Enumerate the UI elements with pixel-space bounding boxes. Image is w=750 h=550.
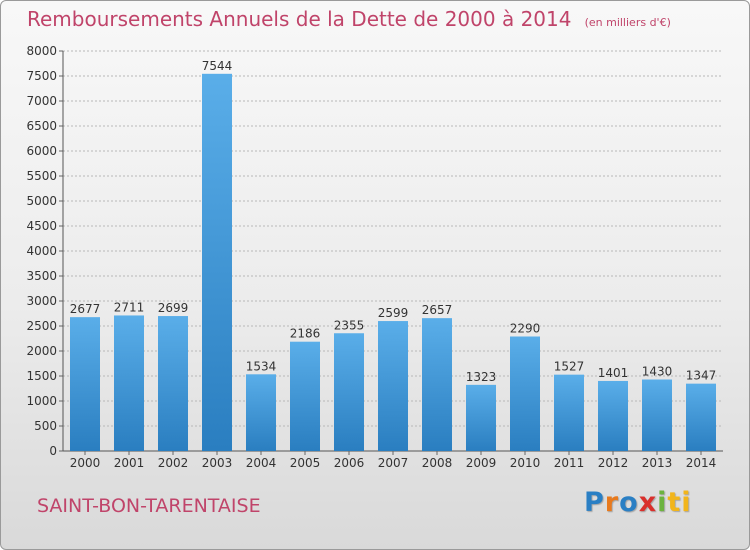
y-tick-label: 0 [49, 444, 57, 458]
bar [158, 316, 188, 451]
y-tick-label: 1500 [26, 369, 57, 383]
x-tick-label: 2012 [598, 456, 629, 470]
x-tick-label: 2001 [114, 456, 145, 470]
bar-value-label: 1430 [642, 365, 673, 379]
bar [202, 73, 232, 452]
y-tick-label: 4500 [26, 219, 57, 233]
bar [642, 379, 672, 451]
y-tick-label: 5000 [26, 194, 57, 208]
bar-value-label: 2290 [510, 322, 541, 336]
y-tick-label: 7500 [26, 69, 57, 83]
y-tick-label: 5500 [26, 169, 57, 183]
y-tick-label: 500 [34, 419, 57, 433]
x-tick-label: 2005 [290, 456, 321, 470]
bar [246, 374, 276, 451]
x-tick-label: 2009 [466, 456, 497, 470]
bar [554, 374, 584, 451]
bar-value-label: 1401 [598, 366, 629, 380]
commune-name: SAINT-BON-TARENTAISE [37, 495, 261, 517]
proxiti-logo: Proxiti [584, 487, 692, 518]
y-tick-label: 6500 [26, 119, 57, 133]
logo-letter: r [604, 487, 620, 518]
logo-letter: ti [667, 487, 692, 518]
bar [334, 333, 364, 451]
y-tick-label: 7000 [26, 94, 57, 108]
logo-letter: o [619, 487, 639, 518]
bar [378, 321, 408, 451]
x-tick-label: 2011 [554, 456, 585, 470]
y-tick-label: 2500 [26, 319, 57, 333]
bar [466, 384, 496, 451]
y-tick-label: 4000 [26, 244, 57, 258]
x-tick-label: 2014 [686, 456, 717, 470]
bar [422, 318, 452, 451]
chart-title: Remboursements Annuels de la Dette de 20… [27, 7, 671, 31]
y-tick-label: 3500 [26, 269, 57, 283]
chart-title-text: Remboursements Annuels de la Dette de 20… [27, 7, 572, 31]
bar [598, 380, 628, 451]
y-tick-label: 6000 [26, 144, 57, 158]
logo-letter: i [657, 487, 668, 518]
bar-value-label: 1527 [554, 360, 585, 374]
bar-value-label: 7544 [202, 59, 233, 73]
x-tick-label: 2003 [202, 456, 233, 470]
y-tick-label: 3000 [26, 294, 57, 308]
unit-note: (en milliers d'€) [584, 16, 671, 29]
y-tick-label: 2000 [26, 344, 57, 358]
x-tick-label: 2002 [158, 456, 189, 470]
logo-letter: P [584, 487, 605, 518]
x-tick-label: 2004 [246, 456, 277, 470]
bar-value-label: 1323 [466, 370, 497, 384]
bar-value-label: 2355 [334, 318, 365, 332]
bar-value-label: 2677 [70, 302, 101, 316]
x-tick-label: 2007 [378, 456, 409, 470]
bar-value-label: 2186 [290, 327, 321, 341]
bar [510, 336, 540, 451]
bar [114, 315, 144, 451]
y-tick-label: 1000 [26, 394, 57, 408]
bar [290, 341, 320, 451]
bar-value-label: 2657 [422, 303, 453, 317]
bar [70, 317, 100, 451]
bar-value-label: 2599 [378, 306, 409, 320]
bar-value-label: 2711 [114, 300, 145, 314]
bar-value-label: 2699 [158, 301, 189, 315]
x-tick-label: 2013 [642, 456, 673, 470]
bar-value-label: 1347 [686, 369, 717, 383]
logo-letter: x [638, 487, 658, 518]
x-tick-label: 2010 [510, 456, 541, 470]
bar [686, 383, 716, 451]
x-tick-label: 2006 [334, 456, 365, 470]
bar-value-label: 1534 [246, 359, 277, 373]
y-tick-label: 8000 [26, 44, 57, 58]
x-tick-label: 2008 [422, 456, 453, 470]
x-tick-label: 2000 [70, 456, 101, 470]
